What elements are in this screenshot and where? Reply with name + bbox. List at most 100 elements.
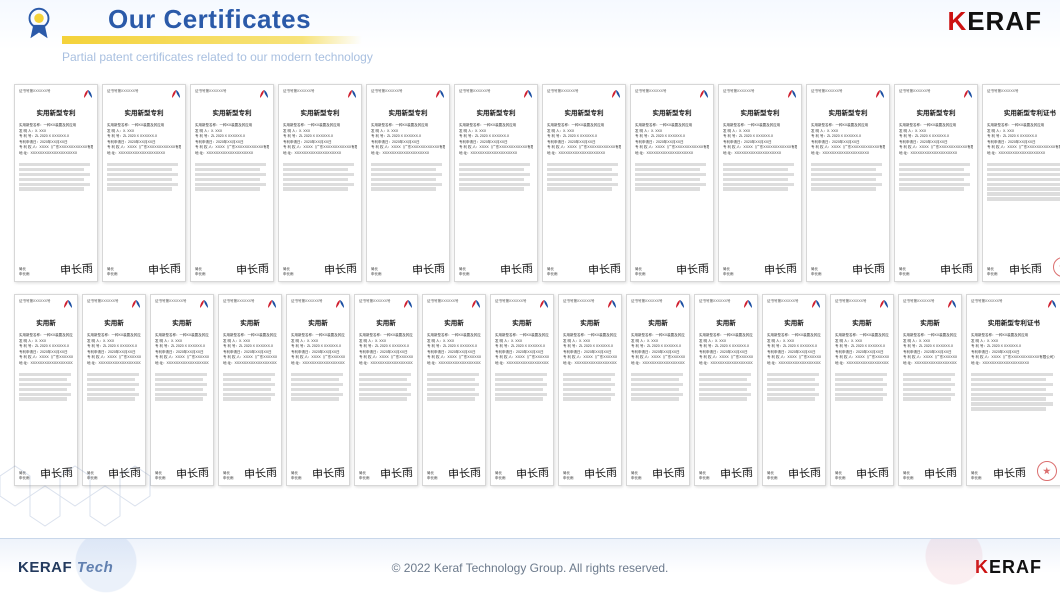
cert-signature: 申长雨 (992, 464, 1026, 482)
header-band: Our Certificates KERAF (0, 0, 1060, 50)
cert-title: 实用新型专利 (899, 107, 973, 117)
cert-title: 实用新 (223, 317, 277, 327)
cert-title: 实用新 (495, 317, 549, 327)
cert-title: 实用新 (87, 317, 141, 327)
logo-k: K (947, 6, 967, 36)
cert-fields: 实用新型名称：一种XX装置及其应用发 明 人：X. XXX专 利 号：ZL 20… (811, 123, 885, 157)
patent-emblem-icon (523, 89, 533, 99)
cert-signature-area: 局长申长雨 申长雨 (767, 451, 821, 481)
cert-title: 实用新 (359, 317, 413, 327)
cert-body (107, 163, 181, 193)
cert-signature-area: 局长申长雨 申长雨 (811, 247, 885, 277)
award-ribbon-icon (20, 4, 58, 42)
cert-title: 实用新型专利 (635, 107, 709, 117)
cert-signature: 申长雨 (499, 260, 533, 278)
cert-body (427, 373, 481, 403)
certificate-card: 证书号第XXXXXX号 实用新型专利 实用新型名称：一种XX装置及其应用发 明 … (894, 84, 978, 282)
cert-title: 实用新 (835, 317, 889, 327)
cert-sig-label: 局长申长雨 (107, 267, 118, 277)
cert-serial: 证书号第XXXXXX号 (223, 299, 255, 304)
cert-signature-area: 局长申长雨 申长雨 (107, 247, 181, 277)
cert-serial: 证书号第XXXXXX号 (563, 299, 595, 304)
cert-serial: 证书号第XXXXXX号 (635, 89, 667, 94)
cert-signature-area: 局长申长雨 申长雨 (635, 247, 709, 277)
cert-body (87, 373, 141, 403)
cert-title: 实用新型专利 (195, 107, 269, 117)
cert-signature: 申长雨 (447, 464, 481, 482)
patent-emblem-icon (131, 299, 141, 309)
cert-serial: 证书号第XXXXXX号 (195, 89, 227, 94)
certificate-row-1: 证书号第XXXXXX号 实用新型专利 实用新型名称：一种XX装置及其应用发 明 … (14, 84, 1046, 282)
cert-serial: 证书号第XXXXXX号 (155, 299, 187, 304)
cert-sig-label: 局长申长雨 (563, 471, 574, 481)
certificate-card: 证书号第XXXXXX号 实用新 实用新型名称：一种XX装置及其应用发 明 人：X… (490, 294, 554, 486)
cert-serial: 证书号第XXXXXX号 (899, 89, 931, 94)
cert-sig-label: 局长申长雨 (495, 471, 506, 481)
cert-title: 实用新 (19, 317, 73, 327)
certificate-card: 证书号第XXXXXX号 实用新 实用新型名称：一种XX装置及其应用发 明 人：X… (694, 294, 758, 486)
cert-signature: 申长雨 (583, 464, 617, 482)
footer-copyright: © 2022 Keraf Technology Group. All right… (392, 561, 669, 575)
cert-fields: 实用新型名称：一种XX装置及其应用发 明 人：X. XXX专 利 号：ZL 20… (107, 123, 181, 157)
cert-fields: 实用新型名称：一种XX装置及其应用发 明 人：X. XXX专 利 号：ZL 20… (495, 333, 549, 367)
cert-signature: 申长雨 (719, 464, 753, 482)
cert-body (371, 163, 445, 193)
certificate-card: 证书号第XXXXXX号 实用新型专利 实用新型名称：一种XX装置及其应用发 明 … (14, 84, 98, 282)
certificate-card: 证书号第XXXXXX号 实用新型专利证书 实用新型名称：一种XX装置及其应用发 … (966, 294, 1060, 486)
cert-serial: 证书号第XXXXXX号 (459, 89, 491, 94)
cert-signature-area: 局长申长雨 申长雨 (359, 451, 413, 481)
cert-title: 实用新型专利 (371, 107, 445, 117)
cert-sig-label: 局长申长雨 (723, 267, 734, 277)
certificate-card: 证书号第XXXXXX号 实用新 实用新型名称：一种XX装置及其应用发 明 人：X… (626, 294, 690, 486)
cert-signature: 申长雨 (763, 260, 797, 278)
cert-serial: 证书号第XXXXXX号 (767, 299, 799, 304)
patent-emblem-icon (699, 89, 709, 99)
cert-serial: 证书号第XXXXXX号 (359, 299, 391, 304)
certificate-card: 证书号第XXXXXX号 实用新型专利 实用新型名称：一种XX装置及其应用发 明 … (718, 84, 802, 282)
patent-emblem-icon (347, 89, 357, 99)
cert-title: 实用新型专利 (459, 107, 533, 117)
certificate-card: 证书号第XXXXXX号 实用新 实用新型名称：一种XX装置及其应用发 明 人：X… (422, 294, 486, 486)
cert-sig-label: 局长申长雨 (811, 267, 822, 277)
cert-serial: 证书号第XXXXXX号 (107, 89, 139, 94)
cert-signature-area: 局长申长雨 申长雨 (547, 247, 621, 277)
cert-body (971, 373, 1057, 413)
patent-emblem-icon (1047, 299, 1057, 309)
cert-signature-area: 局长申长雨 申长雨 (195, 247, 269, 277)
certificate-card: 证书号第XXXXXX号 实用新 实用新型名称：一种XX装置及其应用发 明 人：X… (558, 294, 622, 486)
cert-fields: 实用新型名称：一种XX装置及其应用发 明 人：X. XXX专 利 号：ZL 20… (899, 123, 973, 157)
cert-sig-label: 局长申长雨 (699, 471, 710, 481)
cert-body (19, 373, 73, 403)
cert-fields: 实用新型名称：一种XX装置及其应用发 明 人：X. XXX专 利 号：ZL 20… (195, 123, 269, 157)
cert-signature-area: 局长申长雨 申长雨 (371, 247, 445, 277)
certificate-card: 证书号第XXXXXX号 实用新 实用新型名称：一种XX装置及其应用发 明 人：X… (354, 294, 418, 486)
cert-title: 实用新 (427, 317, 481, 327)
patent-emblem-icon (675, 299, 685, 309)
cert-sig-label: 局长申长雨 (903, 471, 914, 481)
certificate-card: 证书号第XXXXXX号 实用新型专利 实用新型名称：一种XX装置及其应用发 明 … (366, 84, 450, 282)
footer-brand: KERAF Tech (18, 559, 113, 576)
cert-signature: 申长雨 (587, 260, 621, 278)
certificate-card: 证书号第XXXXXX号 实用新 实用新型名称：一种XX装置及其应用发 明 人：X… (762, 294, 826, 486)
patent-emblem-icon (83, 89, 93, 99)
cert-title: 实用新型专利 (811, 107, 885, 117)
cert-sig-label: 局长申长雨 (359, 471, 370, 481)
cert-serial: 证书号第XXXXXX号 (811, 89, 843, 94)
cert-sig-label: 局长申长雨 (371, 267, 382, 277)
cert-signature: 申长雨 (243, 464, 277, 482)
cert-title: 实用新 (699, 317, 753, 327)
cert-fields: 实用新型名称：一种XX装置及其应用发 明 人：X. XXX专 利 号：ZL 20… (291, 333, 345, 367)
cert-body (359, 373, 413, 403)
cert-fields: 实用新型名称：一种XX装置及其应用发 明 人：X. XXX专 利 号：ZL 20… (283, 123, 357, 157)
cert-body (987, 163, 1060, 203)
certificate-card: 证书号第XXXXXX号 实用新型专利 实用新型名称：一种XX装置及其应用发 明 … (190, 84, 274, 282)
patent-emblem-icon (199, 299, 209, 309)
cert-sig-label: 局长申长雨 (19, 267, 30, 277)
certificate-card: 证书号第XXXXXX号 实用新型专利 实用新型名称：一种XX装置及其应用发 明 … (278, 84, 362, 282)
patent-emblem-icon (471, 299, 481, 309)
title-underline (62, 36, 362, 44)
footer-brand-main: KERAF (18, 559, 72, 576)
cert-signature-area: 局长申长雨 申长雨 (903, 451, 957, 481)
cert-title: 实用新 (563, 317, 617, 327)
cert-signature: 申长雨 (651, 464, 685, 482)
